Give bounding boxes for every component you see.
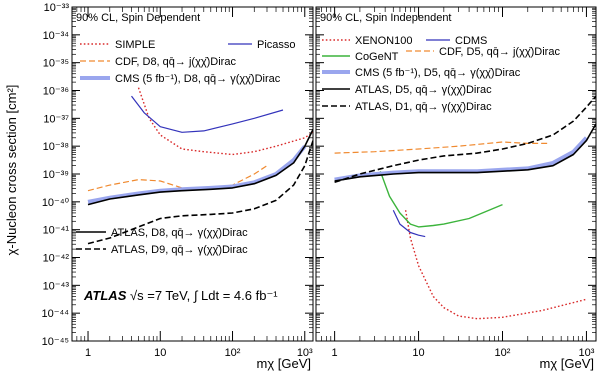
x-axis-title: mχ [GeV] [539, 356, 594, 371]
series-line [404, 210, 587, 320]
legend-label: ATLAS, D8, qq̄→ γ(χχ̄)Dirac [111, 227, 248, 239]
y-axis-title: χ-Nucleon cross section [cm²] [4, 85, 19, 256]
x-tick-label: 10 [154, 347, 166, 359]
legend-label: XENON100 [355, 35, 412, 47]
x-axis-title: mχ [GeV] [256, 356, 311, 371]
y-tick-label: 10⁻³⁶ [43, 86, 69, 98]
x-tick-label: 10 [412, 347, 424, 359]
legend-label: SIMPLE [115, 39, 155, 51]
y-tick-label: 10⁻³⁹ [43, 169, 69, 181]
legend-label: ATLAS, D1, qq̄→ γ(χχ̄)Dirac [355, 101, 492, 113]
series-line [87, 140, 313, 245]
y-tick-label: 10⁻³⁷ [43, 113, 69, 125]
legend-label: CoGeNT [355, 51, 399, 63]
x-tick-label: 10³ [297, 347, 313, 359]
legend-label: CDMS [455, 35, 487, 47]
legend-label: CDF, D5, qq̄→ j(χχ̄)Dirac [439, 46, 560, 58]
atlas-label: ATLAS √s =7 TeV, ∫ Ldt = 4.6 fb⁻¹ [83, 288, 278, 303]
series-line [334, 136, 588, 182]
legend-label: ATLAS, D9, qq̄→ γ(χχ̄)Dirac [111, 244, 248, 256]
series-line [334, 141, 549, 154]
left-panel: 10⁻⁴⁵ 10⁻⁴⁴ 10⁻⁴³ 10⁻⁴² 10⁻⁴¹ 10⁻⁴⁰ 10⁻³⁹ 10⁻³⁸… [42, 2, 314, 371]
y-tick-label: 10⁻³⁴ [43, 30, 70, 42]
y-tick-label: 10⁻⁴⁴ [42, 308, 70, 320]
panel-corner-label: 90% CL, Spin Independent [320, 12, 452, 24]
atlas-label-bold: ATLAS [83, 288, 127, 303]
series-line [334, 95, 596, 184]
atlas-label-text: √s =7 TeV, ∫ Ldt = 4.6 fb⁻¹ [126, 288, 278, 303]
legend-label: ATLAS, D5, qq̄→ γ(χχ̄)Dirac [355, 84, 492, 96]
x-tick-label: 10² [495, 347, 511, 359]
series-line [137, 87, 313, 156]
x-tick-label: 1 [85, 347, 91, 359]
series-line [392, 209, 426, 238]
y-tick-label: 10⁻³⁸ [43, 141, 69, 153]
y-tick-label: 10⁻³³ [44, 2, 70, 14]
legend-label: CMS (5 fb⁻¹), D5, qq̄→ γ(χχ̄)Dirac [355, 67, 521, 79]
legend-label: CDF, D8, qq̄→ j(χχ̄)Dirac [115, 56, 236, 68]
series-line [87, 165, 268, 192]
y-tick-label: 10⁻⁴⁰ [42, 197, 70, 209]
series-line [379, 170, 503, 228]
legend-label: CMS (5 fb⁻¹), D8, qq̄→ γ(χχ̄)Dirac [115, 73, 281, 85]
series-group [87, 87, 313, 245]
y-tick-label: 10⁻⁴⁵ [42, 336, 69, 348]
series-line [87, 144, 307, 204]
series-line [334, 123, 596, 182]
series-group [334, 95, 596, 320]
y-tick-label: 10⁻³⁵ [43, 58, 69, 70]
legend-label: Picasso [257, 39, 296, 51]
y-tick-label: 10⁻⁴³ [43, 280, 70, 292]
series-line [87, 129, 313, 206]
panel-corner-label: 90% CL, Spin Dependent [76, 12, 200, 24]
series-line [131, 95, 284, 133]
y-tick-label: 10⁻⁴¹ [43, 225, 70, 237]
x-tick-label: 1 [332, 347, 338, 359]
x-tick-label: 10³ [578, 347, 594, 359]
y-tick-label: 10⁻⁴² [43, 253, 70, 265]
x-tick-label: 10² [225, 347, 241, 359]
